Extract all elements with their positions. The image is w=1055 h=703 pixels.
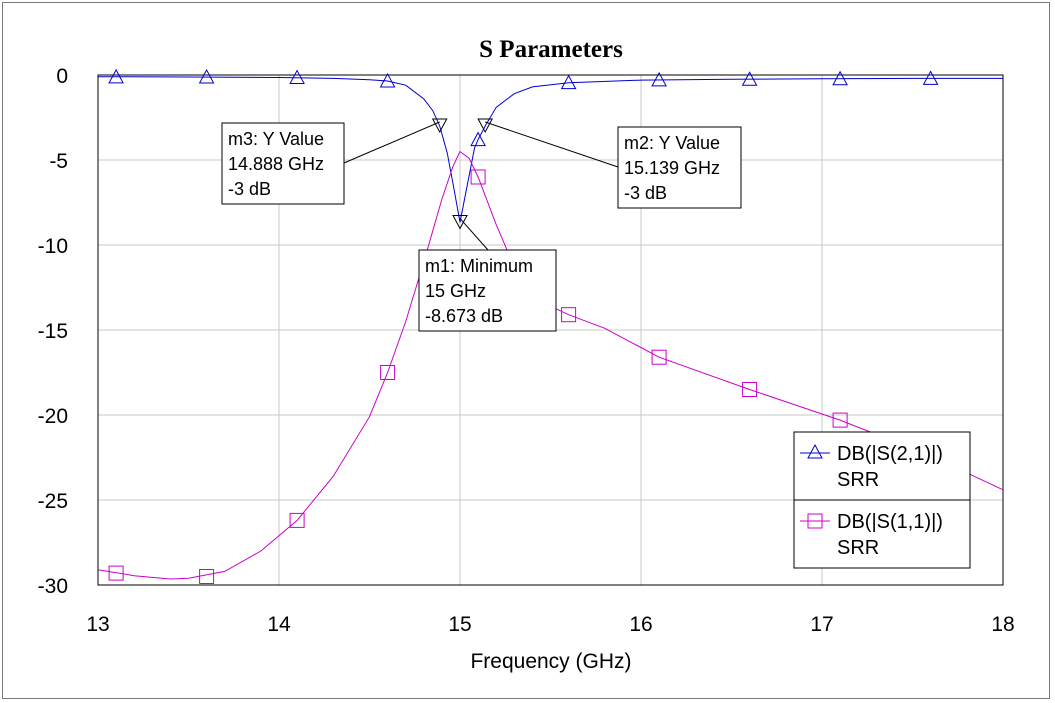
series-line-s11 (97, 150, 1004, 580)
triangle-marker (651, 71, 667, 87)
marker-text-m1: 15 GHz (425, 281, 486, 301)
marker-text-m2: m2: Y Value (624, 133, 720, 153)
triangle-marker (289, 69, 305, 85)
marker-callouts: m3: Y Value 14.888 GHz -3 dB m2: Y Value 15.… (221, 118, 742, 332)
square-marker (108, 565, 124, 581)
y-tick-label: -5 (49, 150, 68, 173)
y-tick-label: -20 (38, 405, 68, 428)
square-marker (832, 412, 848, 428)
legend-sublabel-s21: SRR (837, 469, 879, 491)
triangle-marker (379, 72, 396, 88)
square-marker (289, 512, 305, 528)
triangle-marker (108, 68, 124, 84)
marker-box-m2 (617, 126, 742, 209)
marker-leader-m2 (484, 121, 619, 168)
triangle-marker (560, 74, 577, 90)
legend-triangle-icon (807, 443, 823, 459)
legend-box-s21 (793, 431, 971, 501)
square-marker (199, 569, 215, 584)
marker-text-m3: m3: Y Value (228, 129, 324, 149)
x-tick-label: 17 (810, 613, 833, 636)
series-layer (97, 68, 1004, 584)
legend-square-icon (807, 513, 823, 529)
series-line-s21 (97, 76, 1003, 223)
triangle-marker (470, 131, 486, 147)
x-tick-label: 16 (629, 613, 652, 636)
x-tick-label: 13 (86, 613, 109, 636)
y-tick-label: -30 (38, 575, 68, 598)
marker-text-m3: -3 dB (228, 179, 271, 199)
y-tick-labels: 0 -5 -10 -15 -20 -25 -30 (38, 65, 68, 598)
triangle-marker (198, 68, 215, 84)
x-tick-labels: 13 14 15 16 17 18 (86, 613, 1014, 636)
marker-leader-m3 (343, 121, 440, 164)
y-tick-label: -25 (38, 490, 68, 513)
x-tick-label: 14 (267, 613, 291, 636)
square-marker (470, 169, 486, 185)
legend-label-s11: DB(|S(1,1)|) (837, 511, 943, 533)
x-axis-label: Frequency (GHz) (470, 650, 631, 673)
legend-box-s11 (793, 499, 971, 569)
marker-pointer-m2 (477, 118, 493, 134)
marker-text-m2: 15.139 GHz (624, 158, 720, 178)
legend-sublabel-s11: SRR (837, 537, 879, 559)
legend-label-s21: DB(|S(2,1)|) (837, 443, 943, 465)
marker-leader-m1 (459, 218, 489, 251)
triangle-marker (922, 70, 939, 85)
y-tick-label: -10 (38, 235, 68, 258)
square-marker (380, 365, 396, 380)
square-marker (651, 349, 667, 365)
plot-area-border (97, 74, 1004, 586)
y-tick-label: 0 (56, 65, 68, 88)
y-tick-label: -15 (38, 320, 68, 343)
square-marker (561, 307, 577, 323)
marker-text-m2: -3 dB (624, 183, 667, 203)
chart-title: S Parameters (479, 36, 623, 63)
triangle-marker (832, 70, 848, 86)
marker-pointer-m1 (452, 214, 468, 230)
marker-pointer-m3 (431, 118, 448, 134)
x-tick-label: 18 (991, 613, 1014, 636)
marker-box-m1 (418, 249, 557, 332)
marker-text-m1: -8.673 dB (425, 306, 503, 326)
triangle-marker (741, 71, 758, 86)
marker-text-m1: m1: Minimum (425, 256, 533, 276)
legend: DB(|S(2,1)|) SRR DB(|S(1,1)|) SRR (793, 431, 971, 569)
square-marker (742, 382, 758, 397)
marker-box-m3 (221, 122, 345, 205)
marker-text-m3: 14.888 GHz (228, 154, 324, 174)
x-tick-label: 15 (448, 613, 471, 636)
